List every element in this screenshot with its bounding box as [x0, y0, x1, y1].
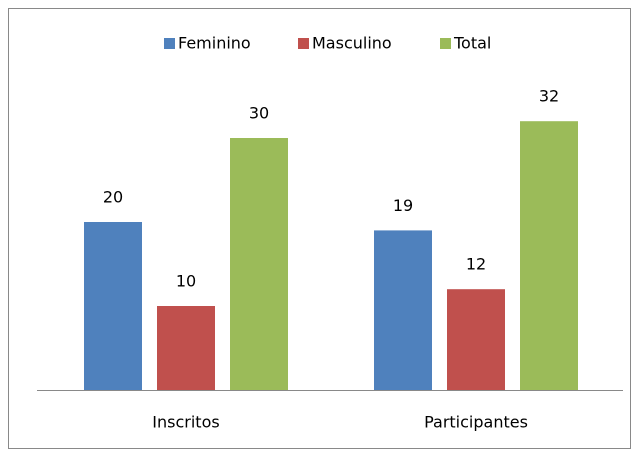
bar [447, 289, 505, 390]
x-tick-label: Participantes [424, 413, 528, 432]
bar [157, 306, 215, 390]
bar [520, 121, 578, 390]
legend-swatch [440, 38, 451, 49]
legend-swatch [164, 38, 175, 49]
data-label: 12 [466, 255, 486, 274]
legend-label: Feminino [178, 34, 251, 53]
legend-label: Masculino [312, 34, 392, 53]
bar [84, 222, 142, 390]
data-label: 30 [249, 104, 269, 123]
data-label: 32 [539, 87, 559, 106]
legend-swatch [298, 38, 309, 49]
bar [230, 138, 288, 390]
x-tick-label: Inscritos [152, 413, 219, 432]
data-label: 10 [176, 272, 196, 291]
data-label: 20 [103, 188, 123, 207]
legend-label: Total [453, 34, 491, 53]
bar [374, 230, 432, 390]
data-label: 19 [393, 196, 413, 215]
